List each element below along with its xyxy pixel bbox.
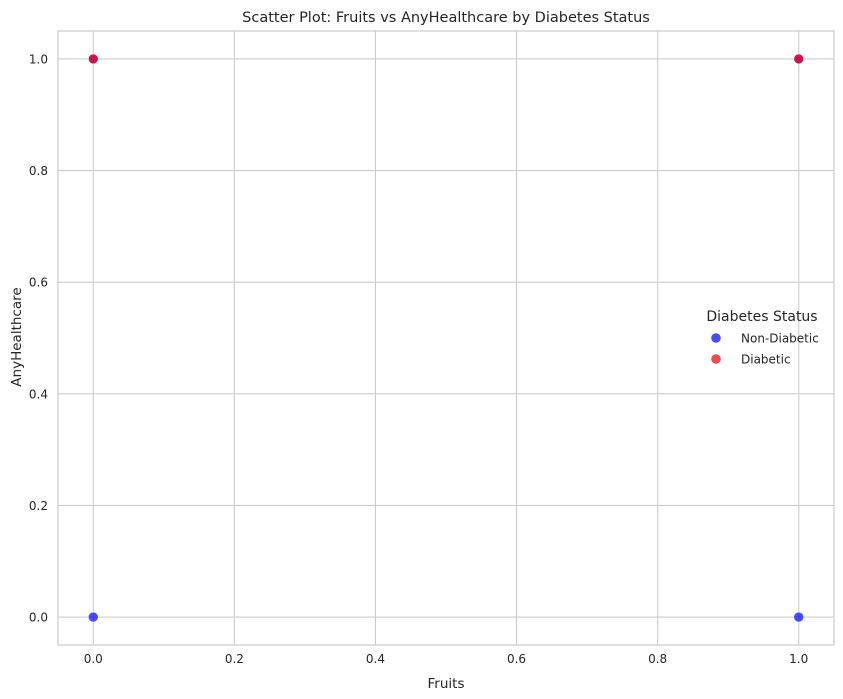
x-axis-ticks: 0.0 0.2 0.4 0.6 0.8 1.0	[84, 652, 809, 666]
non-diabetic-point	[793, 611, 805, 623]
legend-label: Non-Diabetic	[741, 331, 819, 345]
data-points	[87, 53, 805, 623]
x-axis-label: Fruits	[428, 676, 465, 692]
y-tick-label: 0.0	[29, 611, 48, 625]
chart-title: Scatter Plot: Fruits vs AnyHealthcare by…	[242, 10, 650, 26]
x-tick-label: 0.8	[648, 652, 667, 666]
diabetic-point	[793, 53, 805, 65]
y-tick-label: 1.0	[29, 52, 48, 66]
x-tick-label: 0.0	[84, 652, 103, 666]
grid	[58, 31, 834, 645]
non-diabetic-point	[87, 611, 99, 623]
legend: Diabetes Status Non-Diabetic Diabetic	[706, 309, 818, 366]
legend-marker	[711, 333, 721, 343]
y-axis-label: AnyHealthcare	[9, 287, 25, 386]
legend-title: Diabetes Status	[706, 309, 817, 325]
y-tick-label: 0.8	[29, 164, 48, 178]
y-tick-label: 0.6	[29, 276, 48, 290]
y-tick-label: 0.4	[29, 387, 48, 401]
x-tick-label: 0.6	[507, 652, 526, 666]
y-tick-label: 0.2	[29, 499, 48, 513]
x-tick-label: 0.2	[225, 652, 244, 666]
legend-label: Diabetic	[741, 352, 791, 366]
plot-frame	[57, 30, 835, 646]
x-tick-label: 1.0	[789, 652, 808, 666]
diabetic-point	[87, 53, 99, 65]
legend-marker	[711, 354, 721, 364]
y-axis-ticks: 0.0 0.2 0.4 0.6 0.8 1.0	[29, 52, 48, 624]
x-tick-label: 0.4	[366, 652, 385, 666]
